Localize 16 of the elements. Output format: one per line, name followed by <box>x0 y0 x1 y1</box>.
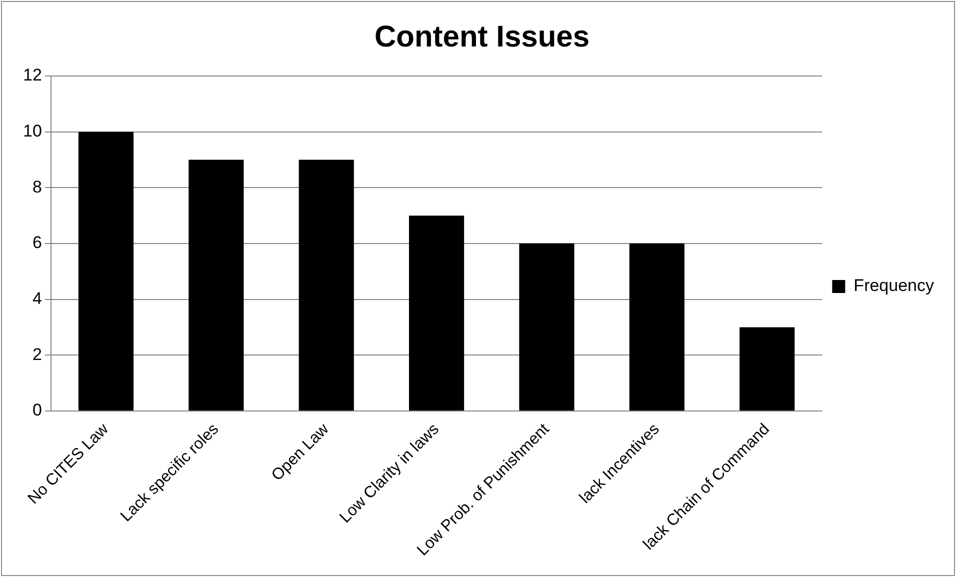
bar <box>629 244 684 411</box>
y-tick-label: 0 <box>32 400 42 420</box>
bar <box>78 132 134 411</box>
y-tick-label: 2 <box>32 344 42 364</box>
bar <box>519 244 574 411</box>
chart-title: Content Issues <box>374 20 590 54</box>
y-tick-label: 6 <box>32 233 42 252</box>
y-tick-label: 12 <box>22 66 42 85</box>
y-tick-label: 10 <box>22 122 42 141</box>
legend-label: Frequency <box>854 276 934 296</box>
bar <box>740 327 795 411</box>
y-tick-label: 4 <box>32 289 42 308</box>
y-tick-label: 8 <box>32 177 42 196</box>
bar <box>188 160 244 411</box>
bar <box>409 216 464 411</box>
bar <box>298 160 354 411</box>
